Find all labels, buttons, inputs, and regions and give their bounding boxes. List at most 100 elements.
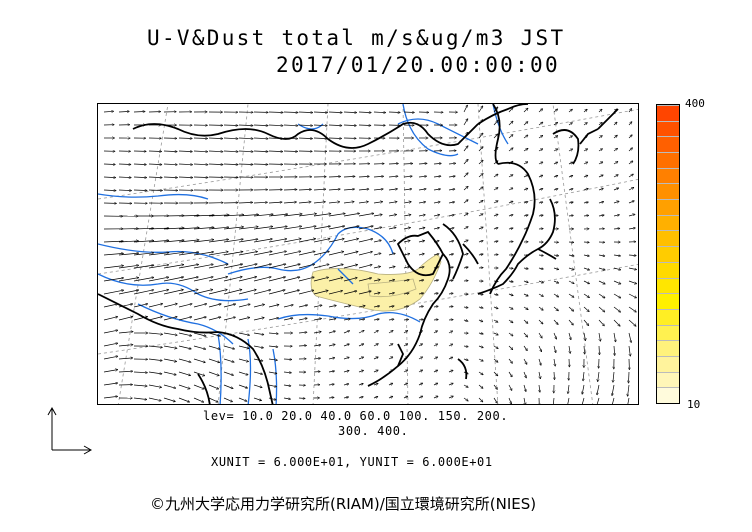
wind-vector xyxy=(343,319,350,320)
wind-vector xyxy=(103,383,118,386)
wind-vector xyxy=(328,291,342,295)
wind-vector xyxy=(283,214,302,217)
wind-vector xyxy=(538,268,543,269)
wind-vector xyxy=(373,383,378,385)
wind-vector xyxy=(448,228,454,229)
wind-vector xyxy=(373,306,380,307)
wind-vector xyxy=(524,397,525,404)
wind-vector xyxy=(163,304,177,308)
wind-vector xyxy=(148,265,169,269)
wind-vector xyxy=(118,371,133,372)
wind-vector xyxy=(403,306,409,307)
wind-vector xyxy=(433,331,437,334)
wind-vector xyxy=(598,162,603,165)
wind-vector xyxy=(208,384,219,389)
wind-vector xyxy=(538,189,543,190)
wind-vector xyxy=(193,397,204,402)
wind-vector xyxy=(253,125,268,126)
wind-vector xyxy=(118,265,139,269)
wind-vector xyxy=(553,345,556,353)
wind-vector xyxy=(193,371,205,376)
wind-vector xyxy=(358,370,363,372)
wind-vector xyxy=(478,120,483,126)
wind-vector xyxy=(478,187,483,191)
wind-vector xyxy=(538,332,542,338)
wind-vector xyxy=(597,384,600,395)
wind-vector xyxy=(373,293,380,294)
wind-vector xyxy=(253,227,273,230)
wind-vector xyxy=(628,201,634,204)
wind-vector xyxy=(433,254,439,255)
wind-vector xyxy=(538,358,541,365)
wind-vector xyxy=(596,397,600,404)
wind-vector xyxy=(553,280,559,283)
wind-vector xyxy=(343,226,359,230)
wind-vector xyxy=(418,306,423,307)
coastlines-and-borders xyxy=(98,104,619,404)
wind-vector xyxy=(298,189,311,190)
colorbar-segment xyxy=(657,371,679,388)
wind-vector xyxy=(223,290,242,295)
wind-vector xyxy=(313,264,329,269)
wind-vector xyxy=(283,277,300,282)
wind-vector xyxy=(583,319,589,326)
wind-vector xyxy=(538,149,543,152)
wind-vector xyxy=(418,331,422,334)
wind-vector xyxy=(283,385,291,386)
wind-vector xyxy=(569,345,570,353)
wind-vector xyxy=(253,251,272,256)
wind-vector xyxy=(478,214,483,217)
wind-vector xyxy=(583,123,587,126)
colorbar-segment xyxy=(657,183,679,200)
wind-vector xyxy=(208,138,223,139)
wind-vector xyxy=(598,255,605,256)
wind-vector xyxy=(388,253,395,256)
wind-vector xyxy=(163,345,177,348)
wind-vector xyxy=(343,202,354,203)
wind-vector xyxy=(538,293,543,296)
wind-vector xyxy=(403,228,410,230)
wind-vector xyxy=(553,149,558,151)
wind-vector xyxy=(388,396,393,398)
wind-vector xyxy=(568,306,574,311)
wind-vector xyxy=(313,305,322,308)
wind-vector xyxy=(283,151,298,152)
wind-vector xyxy=(553,176,558,178)
wind-vector xyxy=(598,215,604,216)
wind-vector xyxy=(388,215,397,217)
wind-vector xyxy=(238,277,257,282)
wind-vector xyxy=(478,320,483,322)
wind-vector xyxy=(508,121,513,126)
wind-vector xyxy=(268,371,277,374)
wind-vector xyxy=(583,175,588,177)
wind-vector xyxy=(118,241,138,242)
wind-vector xyxy=(493,241,498,242)
wind-vector xyxy=(403,254,410,255)
wind-vector xyxy=(448,357,453,359)
wind-vector xyxy=(283,264,300,269)
wind-vector xyxy=(388,280,395,281)
wind-vector xyxy=(358,239,373,243)
wind-vector xyxy=(133,317,148,321)
wind-vector xyxy=(508,161,513,165)
wind-vector xyxy=(493,319,498,322)
wind-vector xyxy=(613,280,621,284)
wind-vector xyxy=(628,122,632,126)
wind-vector xyxy=(538,319,543,324)
wind-vector xyxy=(553,255,559,256)
wind-vector xyxy=(581,397,585,404)
wind-vector xyxy=(508,397,511,404)
wind-vector xyxy=(553,109,558,113)
wind-vector xyxy=(238,125,253,126)
wind-vector xyxy=(388,164,398,165)
wind-vector xyxy=(298,214,316,217)
wind-vector xyxy=(508,358,512,363)
wind-vector xyxy=(553,319,558,324)
wind-vector xyxy=(313,332,321,333)
wind-vector xyxy=(478,346,483,348)
wind-vector xyxy=(193,177,208,178)
wind-vector xyxy=(478,200,483,204)
wind-vector xyxy=(463,307,468,308)
wind-vector xyxy=(478,333,483,334)
wind-vector xyxy=(598,136,602,139)
